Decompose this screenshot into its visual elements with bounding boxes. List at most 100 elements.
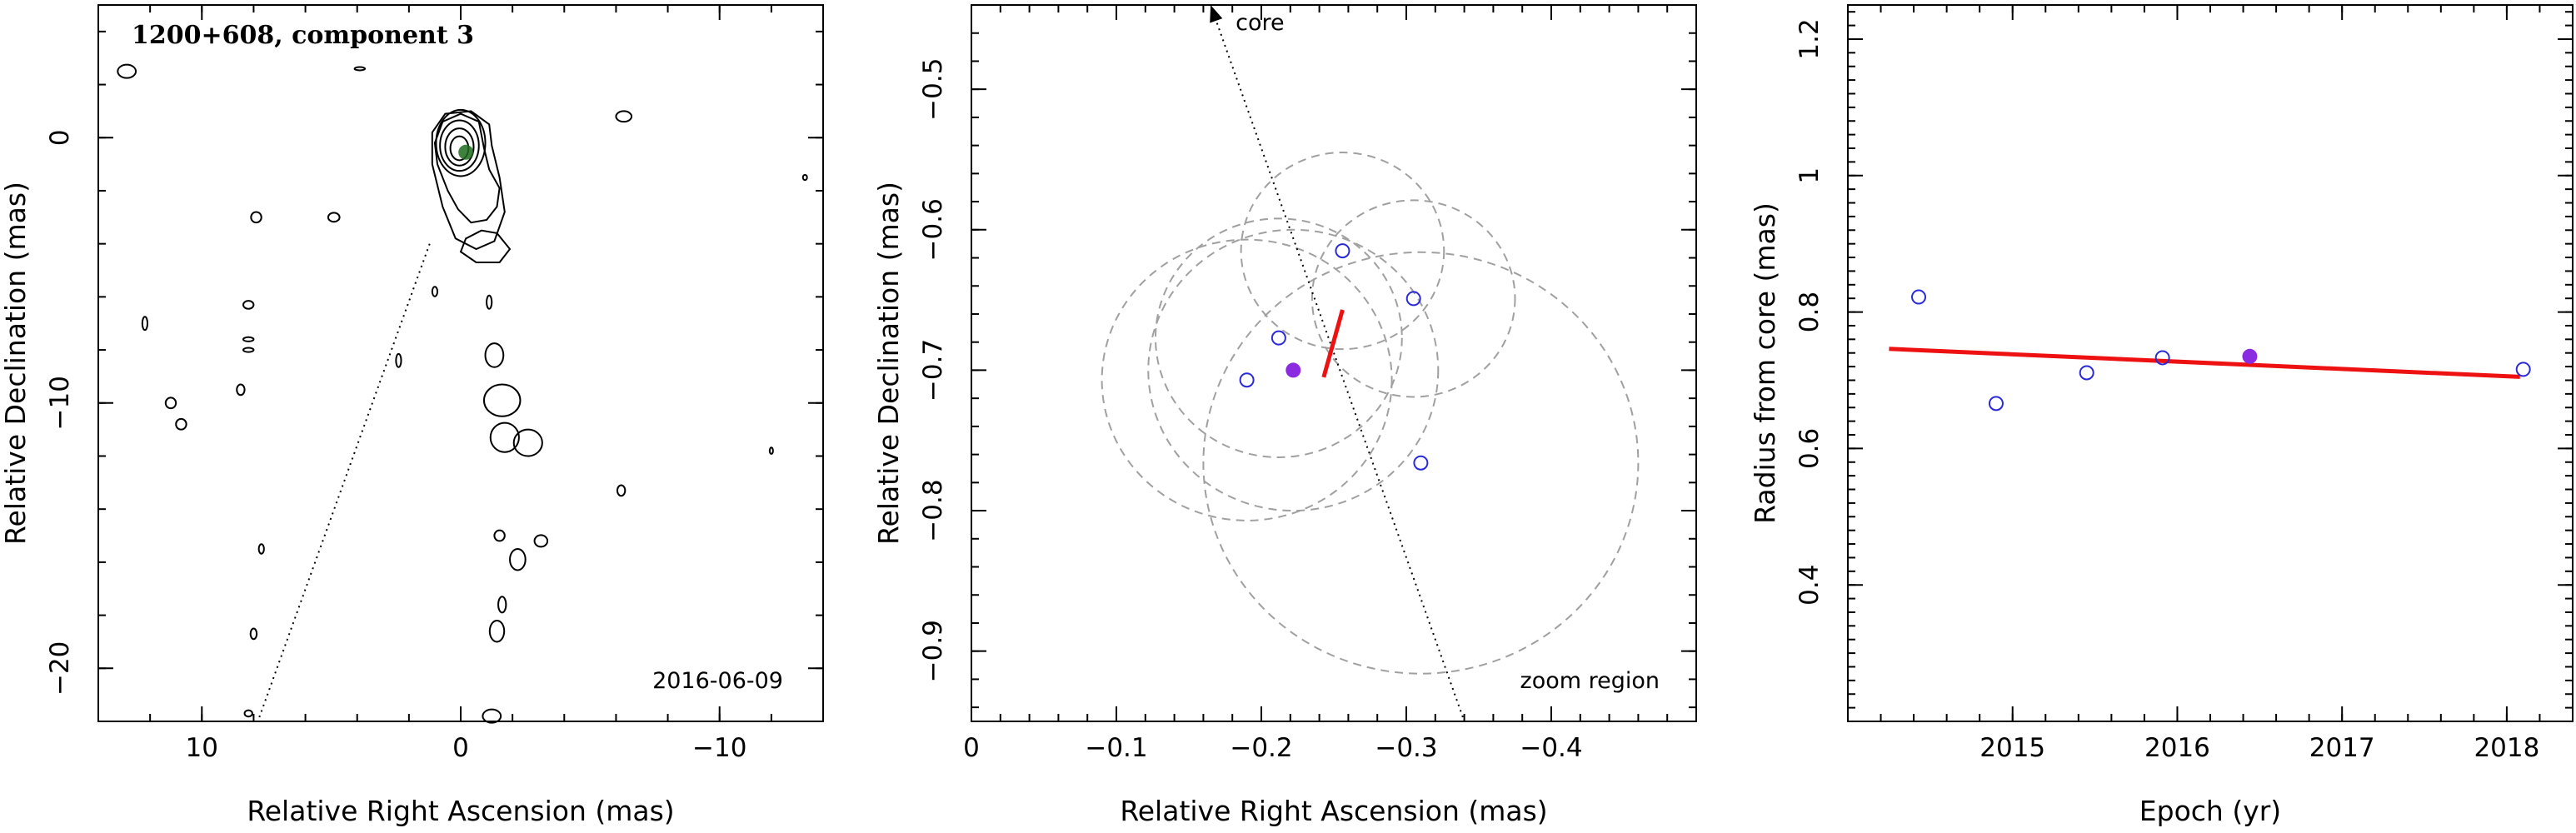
y-tick-label: −0.7 [918,339,948,402]
y-tick-label: 0.6 [1795,428,1825,469]
y-tick-label: 1 [1795,167,1825,184]
x-tick-label: 0 [963,733,980,763]
core-direction-line [1210,5,1464,718]
x-tick-label: −0.4 [1520,733,1582,763]
contour-island [533,534,549,548]
core-contour [435,108,487,177]
mean-position-point [1286,362,1301,378]
jet-contour [431,110,506,251]
velocity-vector [1321,309,1345,378]
zoom-region-label: zoom region [1520,668,1660,694]
x-tick-label: 2018 [2474,733,2539,763]
contour-island [615,110,633,123]
x-tick-label: −0.3 [1375,733,1437,763]
core-contour [439,119,480,172]
contour-island [486,294,493,310]
contour-map-panel: 10 0 −10 0 −10 −20 Relative Right Ascension (m… [0,4,824,827]
linear-fit-line [1889,347,2520,379]
y-tick-label: −20 [45,641,75,696]
core-label: core [1236,10,1284,36]
contour-island [242,347,255,353]
contour-island [801,173,808,182]
contour-island [493,529,506,542]
y-tick-label: −0.6 [918,198,948,261]
epoch-point [2515,362,2531,377]
contour-island [242,336,255,342]
contour-island [175,417,187,431]
epoch-point [1911,289,1927,305]
reference-epoch-point [2242,348,2258,364]
contour-island [484,342,505,368]
x-tick-label: 2015 [1979,733,2045,763]
y-tick-label: −0.5 [918,58,948,121]
beam-circle [1147,228,1440,512]
radius-vs-epoch-panel: 2015 2016 2017 2018 0.4 0.6 0.8 1 1.2 Epoch (yr) R… [1749,4,2574,827]
contour-island [431,286,439,297]
position-zoom-panel: 0 −0.1 −0.2 −0.3 −0.4 −0.5 −0.6 −0.7 −0.8 −0.9 Rel… [872,4,1697,827]
contour-island [242,300,255,310]
x-tick-label: 10 [186,733,218,763]
beam-circle [1240,152,1445,351]
contour-island [236,383,246,397]
y-tick-label: 0 [45,129,75,146]
x-axis-label: Relative Right Ascension (mas) [1120,795,1547,827]
contour-island [489,421,520,453]
contour-island [353,66,367,72]
jet-direction-line [257,243,431,720]
contour-island [488,619,506,643]
x-tick-label: 2017 [2309,733,2375,763]
contour-island [616,484,627,497]
beam-circle [1101,238,1393,521]
contour-island [512,428,543,457]
contour-island [249,627,258,641]
contour-island [327,212,341,223]
x-tick-label: 2016 [2144,733,2210,763]
position-point [1335,243,1350,259]
position-point [1239,372,1255,388]
y-tick-label: 0.4 [1795,565,1825,606]
x-tick-label: −0.1 [1085,733,1147,763]
jet-contour [433,112,501,224]
x-tick-label: −10 [692,733,746,763]
x-tick-label: 0 [452,733,469,763]
beam-circle [1154,217,1403,458]
position-point [1413,455,1429,471]
plot-area [1101,5,1640,718]
contour-island [482,383,522,417]
contour-island [497,596,507,614]
map-title: 1200+608, component 3 [132,21,474,50]
component-marker [458,144,474,160]
y-axis-label: Radius from core (mas) [1749,202,1781,524]
contour-island [250,211,262,224]
contour-island [257,543,265,555]
x-tick-label: −0.2 [1230,733,1292,763]
contour-island [164,397,177,410]
y-tick-label: −0.9 [918,620,948,682]
position-point [1271,330,1286,346]
contour-island [141,316,149,332]
contour-island [482,708,502,724]
contour-island [395,352,402,368]
contour-island [509,547,527,571]
y-tick-label: 0.8 [1795,292,1825,332]
contour-island [243,709,253,718]
y-tick-label: −0.8 [918,479,948,541]
y-axis-label: Relative Declination (mas) [0,182,32,545]
core-contour [444,127,475,167]
y-axis-label: Relative Declination (mas) [872,182,905,545]
beam-circle [1202,251,1640,675]
jet-contour [459,229,512,263]
y-tick-label: −10 [45,376,75,430]
epoch-point [2154,350,2170,366]
epoch-date-label: 2016-06-09 [652,668,783,694]
epoch-point [1988,396,2004,412]
plot-frame [971,4,1697,722]
contour-island [768,446,774,455]
y-tick-label: 1.2 [1795,18,1825,59]
contour-island [117,63,137,79]
core-arrowhead [1210,5,1223,23]
position-point [1405,291,1421,307]
x-axis-label: Epoch (yr) [2139,795,2281,827]
epoch-point [2079,365,2094,381]
